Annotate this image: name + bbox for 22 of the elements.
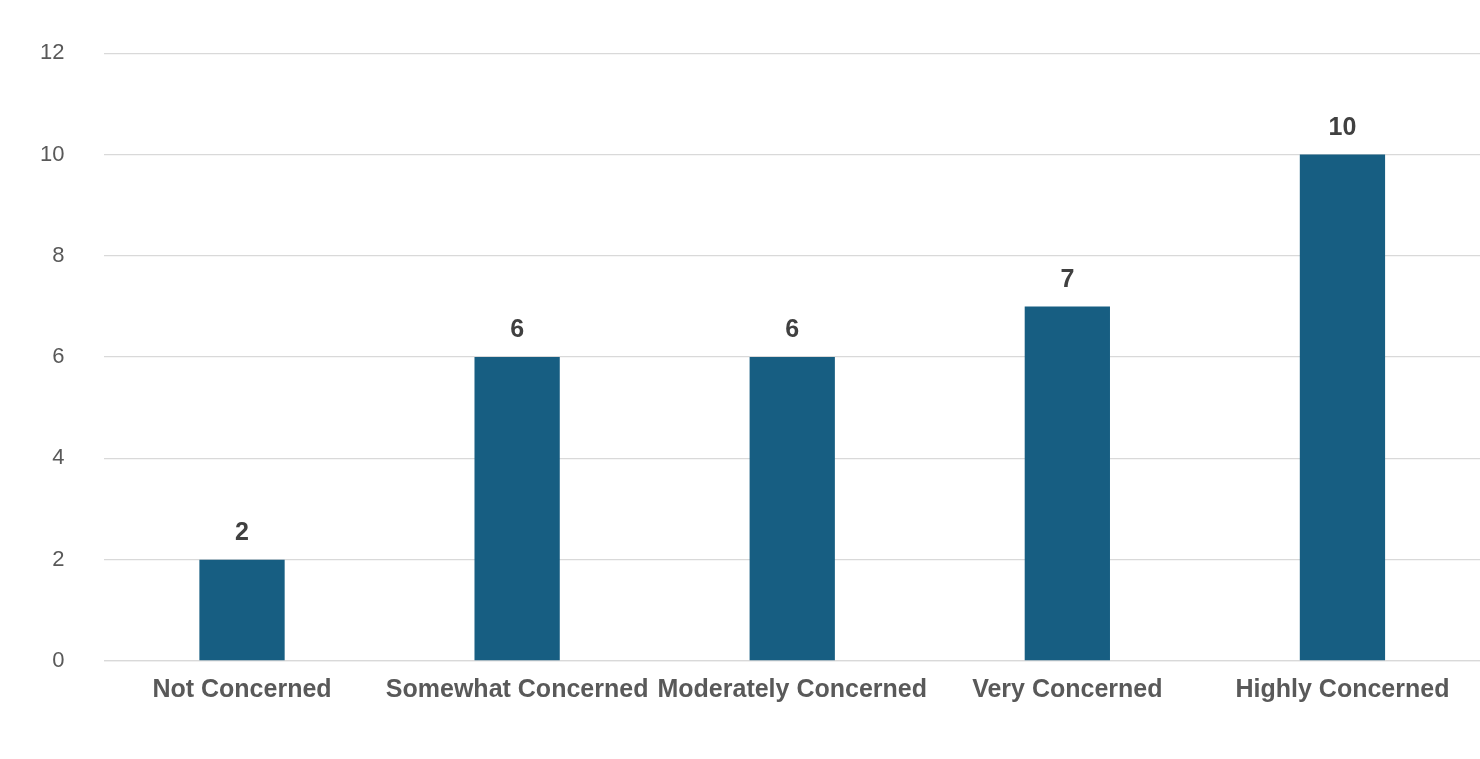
y-tick-label: 0 bbox=[52, 647, 65, 673]
data-label: 6 bbox=[510, 314, 525, 343]
y-tick-label: 12 bbox=[39, 39, 65, 65]
bar bbox=[199, 559, 285, 661]
y-tick-label: 6 bbox=[52, 343, 65, 369]
data-label: 2 bbox=[235, 517, 249, 546]
x-tick-label: Very Concerned bbox=[972, 673, 1163, 702]
y-tick-label: 2 bbox=[52, 545, 65, 571]
y-tick-label: 8 bbox=[52, 241, 65, 267]
bar bbox=[1299, 154, 1386, 661]
x-tick-label: Somewhat Concerned bbox=[385, 673, 649, 702]
data-label: 10 bbox=[1328, 111, 1357, 140]
data-label: 6 bbox=[785, 314, 800, 343]
bar bbox=[474, 357, 560, 661]
y-tick-label: 4 bbox=[52, 444, 65, 470]
x-tick-label: Not Concerned bbox=[152, 673, 332, 702]
y-tick-label: 10 bbox=[39, 140, 65, 166]
x-tick-label: Moderately Concerned bbox=[657, 673, 927, 702]
bar bbox=[749, 357, 835, 661]
bar bbox=[1024, 306, 1110, 661]
x-tick-label: Highly Concerned bbox=[1235, 673, 1450, 702]
data-label: 7 bbox=[1060, 263, 1075, 292]
